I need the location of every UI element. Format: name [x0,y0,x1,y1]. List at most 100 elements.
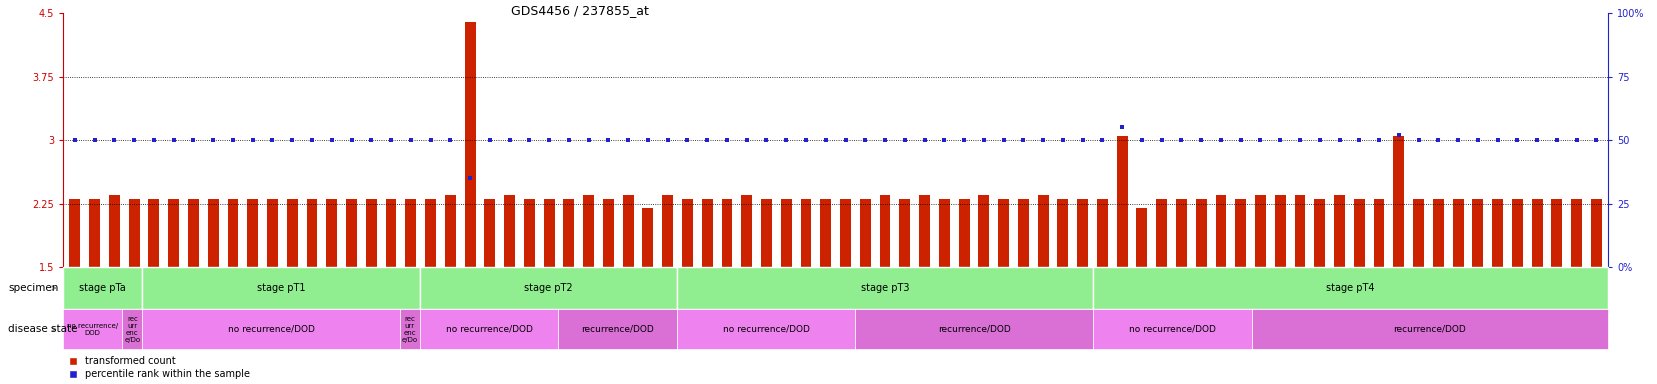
Bar [1372,199,1384,267]
Point [515,137,542,143]
Bar [149,199,159,267]
Point [674,137,701,143]
Bar [1491,199,1503,267]
Bar [1571,199,1581,267]
Point [200,137,227,143]
Point [1523,137,1549,143]
Point [278,137,305,143]
Point [1286,137,1312,143]
Text: rec
urr
enc
e/Do: rec urr enc e/Do [124,316,141,343]
Text: GDS4456 / 237855_at: GDS4456 / 237855_at [510,4,650,17]
Point [1128,137,1155,143]
Bar [1097,199,1107,267]
Bar [1175,199,1186,267]
Point [1443,137,1470,143]
Text: disease state: disease state [8,324,78,334]
Bar [1531,199,1541,267]
Point [1306,137,1332,143]
Bar [123,309,143,349]
Point [457,175,484,181]
Point [495,137,522,143]
Point [121,137,147,143]
Bar [1092,309,1251,349]
Point [1246,137,1273,143]
Text: no recurrence/DOD: no recurrence/DOD [227,325,315,334]
Point [219,137,245,143]
Bar [1334,195,1344,267]
Bar [63,267,143,309]
Point [911,137,938,143]
Point [1148,137,1175,143]
Bar [1092,267,1607,309]
Bar [399,309,419,349]
Point [1345,137,1372,143]
Bar [741,195,752,267]
Bar [676,309,855,349]
Point [338,137,365,143]
Bar [761,199,772,267]
Point [181,137,207,143]
Text: recurrence/DOD: recurrence/DOD [1394,325,1465,334]
Bar [143,267,419,309]
Bar [419,267,676,309]
Bar [583,195,593,267]
Point [555,137,582,143]
Point [378,137,404,143]
Point [852,137,878,143]
Bar [326,199,336,267]
Bar [1195,199,1206,267]
Point [535,137,562,143]
Text: stage pT3: stage pT3 [860,283,908,293]
Point [969,137,996,143]
Text: stage pTa: stage pTa [80,283,126,293]
Point [1563,137,1589,143]
Bar [721,199,732,267]
Point [358,137,384,143]
Bar [424,199,436,267]
Point [615,137,641,143]
Bar [1057,199,1067,267]
Bar [701,199,713,267]
Bar [1452,199,1463,267]
Bar [444,195,456,267]
Point [418,137,444,143]
Point [1069,137,1095,143]
Bar [558,309,676,349]
Point [1226,137,1253,143]
Bar [1551,199,1561,267]
Point [655,137,681,143]
Point [694,137,721,143]
Bar [89,199,99,267]
Point [258,137,285,143]
Bar [978,195,989,267]
Text: no recurrence/DOD: no recurrence/DOD [722,325,809,334]
Point [1049,137,1075,143]
Bar [855,309,1092,349]
Point [141,137,167,143]
Point [61,137,88,143]
Bar [820,199,830,267]
Point [1385,132,1412,138]
Point [1326,137,1352,143]
Bar [1591,199,1601,267]
Bar [1511,199,1521,267]
Bar [780,199,790,267]
Bar [1037,195,1047,267]
Bar [143,309,399,349]
Point [1463,137,1490,143]
Point [949,137,976,143]
Point [1483,137,1510,143]
Point [81,137,108,143]
Bar [1354,199,1364,267]
Text: rec
urr
enc
e/Do: rec urr enc e/Do [401,316,418,343]
Point [239,137,265,143]
Point [298,137,325,143]
Bar [247,199,258,267]
Bar [1412,199,1423,267]
Point [732,137,759,143]
Bar [1471,199,1483,267]
Point [891,137,918,143]
Bar [187,199,199,267]
Point [318,137,345,143]
Text: no recurrence/DOD: no recurrence/DOD [446,325,532,334]
